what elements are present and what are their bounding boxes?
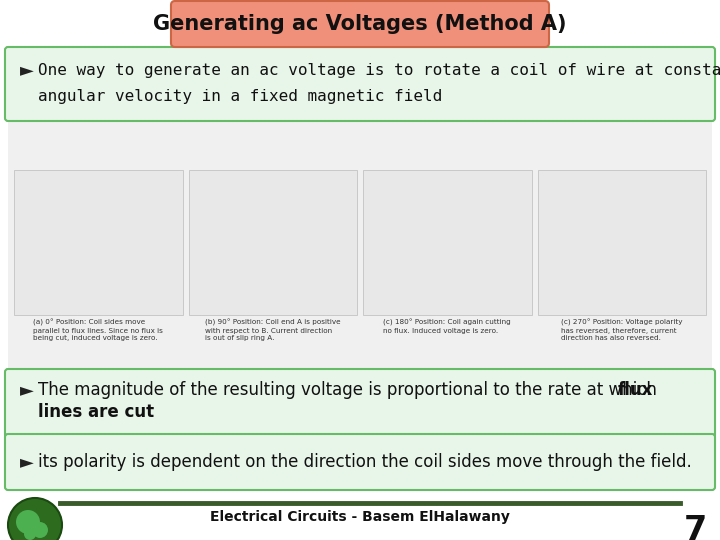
Text: its polarity is dependent on the direction the coil sides move through the field: its polarity is dependent on the directi… xyxy=(38,453,692,471)
Bar xyxy=(189,170,357,315)
Text: angular velocity in a fixed magnetic field: angular velocity in a fixed magnetic fie… xyxy=(38,89,442,104)
Circle shape xyxy=(8,498,62,540)
Bar xyxy=(363,170,531,315)
FancyBboxPatch shape xyxy=(5,47,715,121)
Text: The magnitude of the resulting voltage is proportional to the rate at which: The magnitude of the resulting voltage i… xyxy=(38,381,662,399)
Text: ►: ► xyxy=(20,381,34,399)
FancyBboxPatch shape xyxy=(171,1,549,47)
Text: Electrical Circuits - Basem ElHalawany: Electrical Circuits - Basem ElHalawany xyxy=(210,510,510,524)
Circle shape xyxy=(16,510,40,534)
Text: ►: ► xyxy=(20,61,34,79)
Bar xyxy=(14,170,182,315)
Circle shape xyxy=(32,522,48,538)
FancyBboxPatch shape xyxy=(5,369,715,438)
Text: (c) 270° Position: Voltage polarity
has reversed, therefore, current
direction h: (c) 270° Position: Voltage polarity has … xyxy=(561,319,683,341)
Circle shape xyxy=(24,528,36,540)
Text: 7: 7 xyxy=(683,514,706,540)
Text: (a) 0° Position: Coil sides move
parallel to flux lines. Since no flux is
being : (a) 0° Position: Coil sides move paralle… xyxy=(33,319,163,341)
Text: (c) 180° Position: Coil again cutting
no flux. Induced voltage is zero.: (c) 180° Position: Coil again cutting no… xyxy=(383,319,511,334)
Bar xyxy=(538,170,706,315)
Text: (b) 90° Position: Coil end A is positive
with respect to B. Current direction
is: (b) 90° Position: Coil end A is positive… xyxy=(205,319,341,341)
Text: Generating ac Voltages (Method A): Generating ac Voltages (Method A) xyxy=(153,14,567,34)
Text: One way to generate an ac voltage is to rotate a coil of wire at constant: One way to generate an ac voltage is to … xyxy=(38,63,720,78)
Text: lines are cut: lines are cut xyxy=(38,403,154,421)
Bar xyxy=(8,122,712,368)
Text: ►: ► xyxy=(20,453,34,471)
Text: flux: flux xyxy=(618,381,653,399)
FancyBboxPatch shape xyxy=(5,434,715,490)
